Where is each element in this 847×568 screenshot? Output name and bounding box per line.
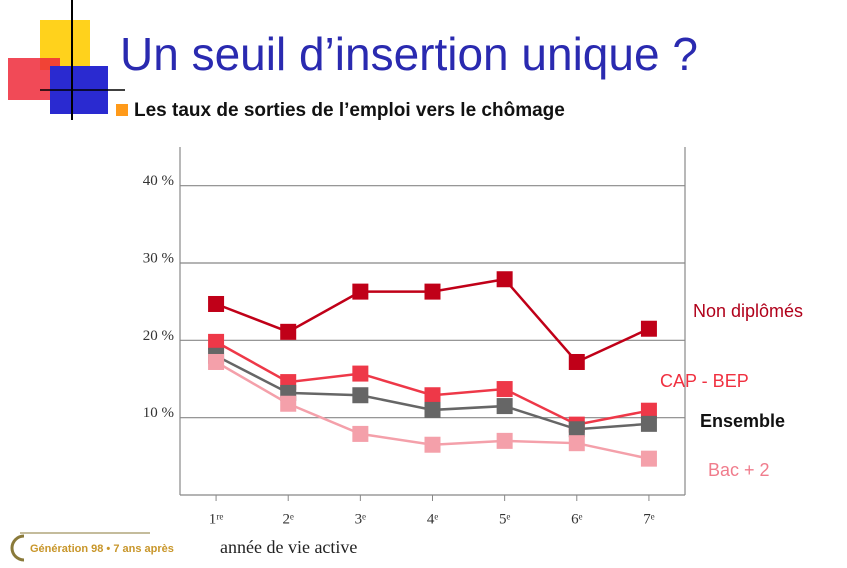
bullet [116, 104, 128, 116]
logo: Génération 98 • 7 ans après [10, 532, 174, 562]
x-tick-label: 5ᵉ [499, 511, 511, 527]
point-marker [640, 320, 657, 337]
y-tick-label: 30 % [143, 250, 174, 266]
point-marker [352, 365, 369, 382]
x-tick-label: 7ᵉ [643, 511, 655, 527]
point-marker [280, 323, 297, 340]
point-marker [640, 450, 657, 467]
y-tick-label: 20 % [143, 328, 174, 344]
plot: 10 % 20 % 30 % 40 % 1ʳᵉ 2ᵉ 3ᵉ 4ᵉ 5ᵉ 6ᵉ 7ᵉ Non diplô… [143, 147, 803, 527]
point-marker [424, 436, 441, 453]
point-marker [640, 415, 657, 432]
slide-subtitle: Les taux de sorties de l’emploi vers le … [134, 100, 565, 121]
point-marker [496, 381, 513, 398]
series-label: Bac + 2 [708, 460, 770, 480]
slide-decoration [8, 0, 125, 120]
y-tick-label: 40 % [143, 173, 174, 189]
point-marker [352, 425, 369, 442]
point-marker [208, 333, 225, 350]
x-tick-label: 6ᵉ [571, 511, 583, 527]
x-tick-label: 2ᵉ [283, 511, 295, 527]
point-marker [568, 353, 585, 370]
point-marker [424, 401, 441, 418]
point-marker [568, 421, 585, 438]
point-marker [208, 353, 225, 370]
x-axis-label: année de vie active [220, 537, 357, 557]
point-marker [352, 283, 369, 300]
x-tick-label: 1ʳᵉ [209, 511, 224, 527]
point-marker [280, 395, 297, 412]
y-tick-label: 10 % [143, 405, 174, 421]
series-label: CAP - BEP [660, 371, 749, 391]
slide-title: Un seuil d’insertion unique ? [120, 28, 698, 80]
point-marker [424, 283, 441, 300]
series-label: Non diplômés [693, 301, 803, 321]
point-marker [568, 435, 585, 452]
point-marker [640, 402, 657, 419]
point-marker [496, 271, 513, 288]
point-marker [352, 387, 369, 404]
point-marker [208, 295, 225, 312]
footer-logo-text: Génération 98 • 7 ans après [30, 543, 174, 555]
x-tick-label: 3ᵉ [355, 511, 367, 527]
point-marker [424, 387, 441, 404]
point-marker [496, 432, 513, 449]
x-tick-label: 4ᵉ [427, 511, 439, 527]
point-marker [496, 398, 513, 415]
series-label: Ensemble [700, 411, 785, 431]
